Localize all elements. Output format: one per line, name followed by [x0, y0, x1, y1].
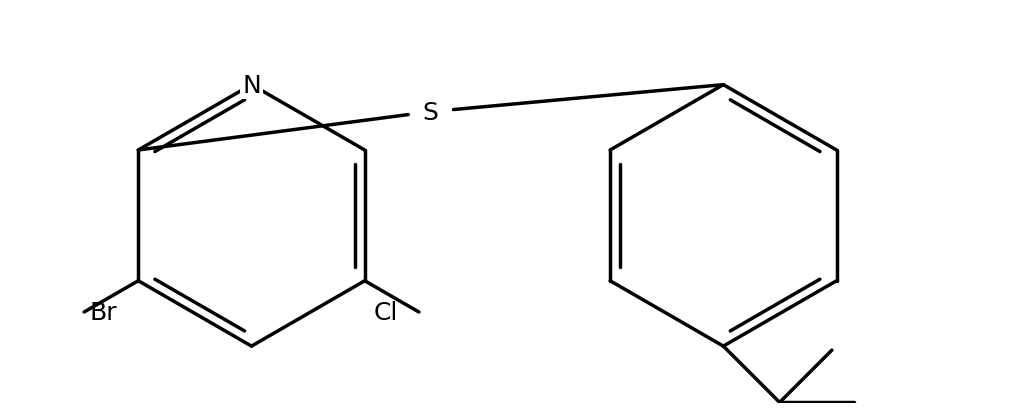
Text: Br: Br: [90, 300, 117, 324]
Text: N: N: [242, 74, 261, 97]
Text: Cl: Cl: [374, 300, 398, 324]
Text: S: S: [423, 100, 439, 124]
